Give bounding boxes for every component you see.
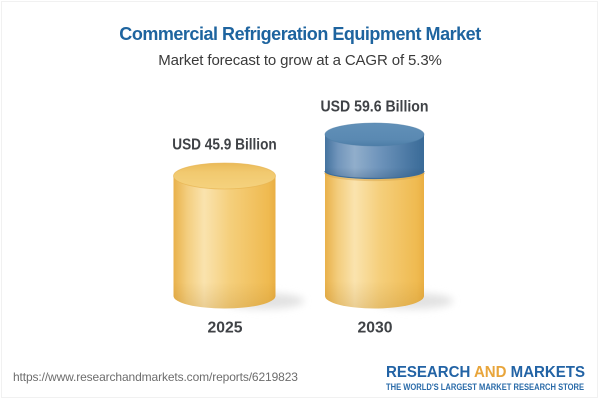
- svg-text:2025: 2025: [208, 320, 243, 337]
- svg-text:2030: 2030: [358, 320, 393, 337]
- svg-text:USD 59.6 Billion: USD 59.6 Billion: [321, 99, 429, 116]
- svg-text:RESEARCH AND MARKETS: RESEARCH AND MARKETS: [386, 364, 585, 381]
- svg-text:USD 45.9 Billion: USD 45.9 Billion: [172, 137, 277, 154]
- svg-text:THE WORLD'S LARGEST MARKET RES: THE WORLD'S LARGEST MARKET RESEARCH STOR…: [386, 382, 584, 392]
